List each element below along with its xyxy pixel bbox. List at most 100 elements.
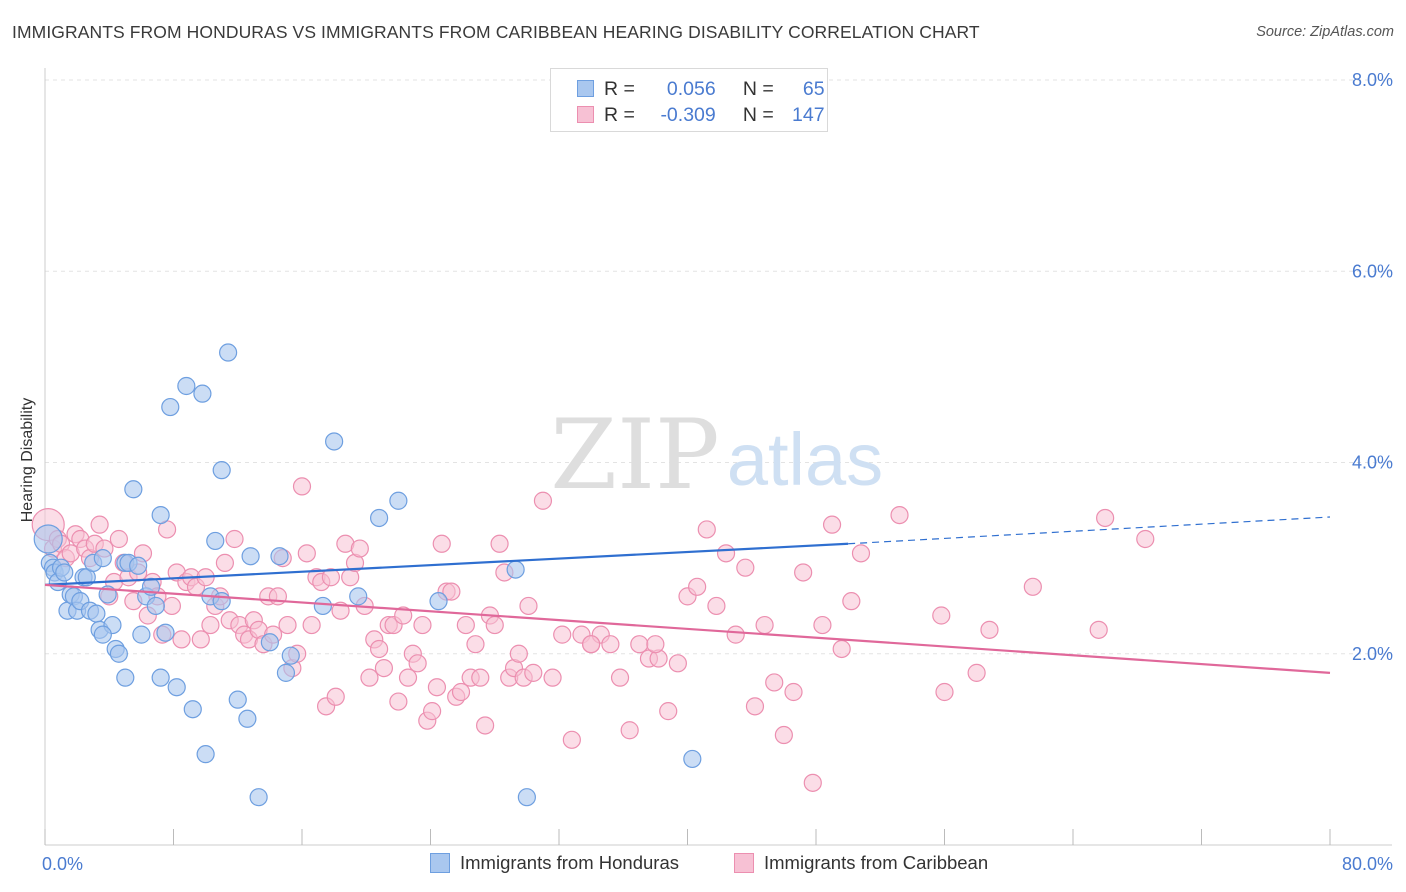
caribbean-point (697, 520, 716, 539)
bottom-legend-label-honduras: Immigrants from Honduras (460, 852, 679, 873)
caribbean-point (668, 654, 687, 673)
x-tick-label-1: 80.0% (1342, 854, 1393, 874)
caribbean-point (432, 534, 451, 553)
caribbean-point (932, 606, 951, 625)
honduras-point (260, 633, 279, 652)
caribbean-point (302, 615, 321, 635)
caribbean-point (601, 635, 620, 654)
caribbean-point (408, 654, 427, 673)
legend-r-value: -0.309 (660, 104, 716, 126)
caribbean-point (509, 644, 528, 663)
caribbean-point (842, 592, 861, 611)
caribbean-point (278, 615, 297, 635)
honduras-point (276, 663, 296, 682)
caribbean-point (225, 529, 244, 549)
caribbean-point (466, 635, 485, 654)
honduras-point (683, 749, 702, 769)
legend-r-label: R = (604, 104, 635, 126)
caribbean-point (427, 678, 447, 697)
caribbean-point (716, 544, 736, 563)
honduras-point (429, 592, 448, 611)
caribbean-point (413, 615, 432, 635)
axes (44, 68, 1392, 846)
legend-n-value: 65 (802, 78, 825, 100)
caribbean-point (326, 687, 345, 706)
bottom-legend-swatch-caribbean (734, 853, 754, 873)
honduras-point (87, 604, 106, 623)
caribbean-point (980, 620, 999, 639)
caribbean-point (485, 615, 504, 635)
honduras-trend-extension (848, 516, 1331, 545)
y-tick-label-1: 4.0% (1352, 453, 1393, 473)
caribbean-point (851, 544, 871, 563)
legend-swatch-caribbean (577, 106, 594, 123)
bottom-legend-label-caribbean: Immigrants from Caribbean (764, 852, 989, 873)
honduras-point (93, 625, 112, 644)
honduras-point (151, 668, 170, 687)
honduras-point (196, 745, 215, 764)
honduras-point (177, 376, 196, 396)
caribbean-point (967, 663, 986, 682)
caribbean-point (215, 553, 234, 573)
y-tick-label-0: 2.0% (1352, 644, 1393, 664)
caribbean-point (162, 596, 181, 616)
caribbean-point (543, 668, 562, 687)
caribbean-point (389, 692, 408, 711)
caribbean-point (736, 558, 755, 577)
caribbean-point (374, 658, 394, 678)
honduras-point (389, 491, 408, 510)
caribbean-point (765, 673, 784, 692)
honduras-point (281, 646, 300, 665)
source-label: Source: ZipAtlas.com (1256, 24, 1394, 40)
caribbean-point (1096, 508, 1115, 528)
caribbean-point (398, 668, 418, 687)
caribbean-point (822, 515, 842, 534)
honduras-point (241, 547, 260, 566)
legend-n-value: 147 (792, 104, 825, 126)
caribbean-point (726, 625, 745, 644)
caribbean-point (451, 682, 471, 702)
caribbean-point (646, 635, 665, 654)
bottom-legend-honduras: Immigrants from Honduras (430, 852, 679, 874)
correlation-legend: R = 0.056 N = 65 R = -0.309 N = 147 (550, 68, 828, 132)
chart-title: IMMIGRANTS FROM HONDURAS VS IMMIGRANTS F… (12, 22, 980, 42)
caribbean-point (794, 563, 813, 582)
watermark-zip: ZIP (550, 399, 719, 511)
bottom-legend-caribbean: Immigrants from Caribbean (734, 852, 988, 874)
honduras-point (219, 343, 238, 362)
caribbean-point (610, 668, 630, 687)
caribbean-point (172, 630, 191, 649)
honduras-point (109, 644, 128, 663)
honduras-point (161, 397, 180, 417)
watermark-atlas: atlas (727, 418, 883, 501)
caribbean-point (370, 639, 389, 659)
legend-r-value: 0.056 (666, 78, 716, 100)
honduras-point (212, 592, 231, 611)
caribbean-points (31, 477, 1155, 792)
caribbean-point (350, 539, 369, 558)
bottom-legend-swatch-honduras (430, 853, 450, 873)
x-tick-label-0: 0.0% (42, 854, 83, 874)
caribbean-point (423, 702, 442, 721)
caribbean-point (476, 716, 495, 735)
honduras-point (156, 623, 175, 642)
caribbean-point (774, 725, 793, 745)
honduras-point (270, 547, 289, 566)
caribbean-point (659, 702, 678, 721)
honduras-point (517, 788, 536, 807)
caribbean-point (745, 697, 765, 716)
legend-n-label: N = (742, 104, 774, 126)
honduras-point (129, 556, 148, 575)
honduras-point (132, 625, 151, 644)
caribbean-point (442, 582, 461, 601)
honduras-point (313, 596, 332, 616)
caribbean-point (109, 529, 128, 549)
caribbean-point (533, 491, 553, 510)
caribbean-point (1136, 529, 1155, 549)
legend-row-caribbean: R = -0.309 N = 147 (577, 104, 825, 126)
tick-labels: 2.0% 4.0% 6.0% 8.0% 0.0% 80.0% (42, 70, 1393, 874)
honduras-point (33, 524, 63, 554)
caribbean-point (1023, 577, 1042, 596)
honduras-point (238, 709, 257, 728)
caribbean-point (394, 606, 413, 625)
